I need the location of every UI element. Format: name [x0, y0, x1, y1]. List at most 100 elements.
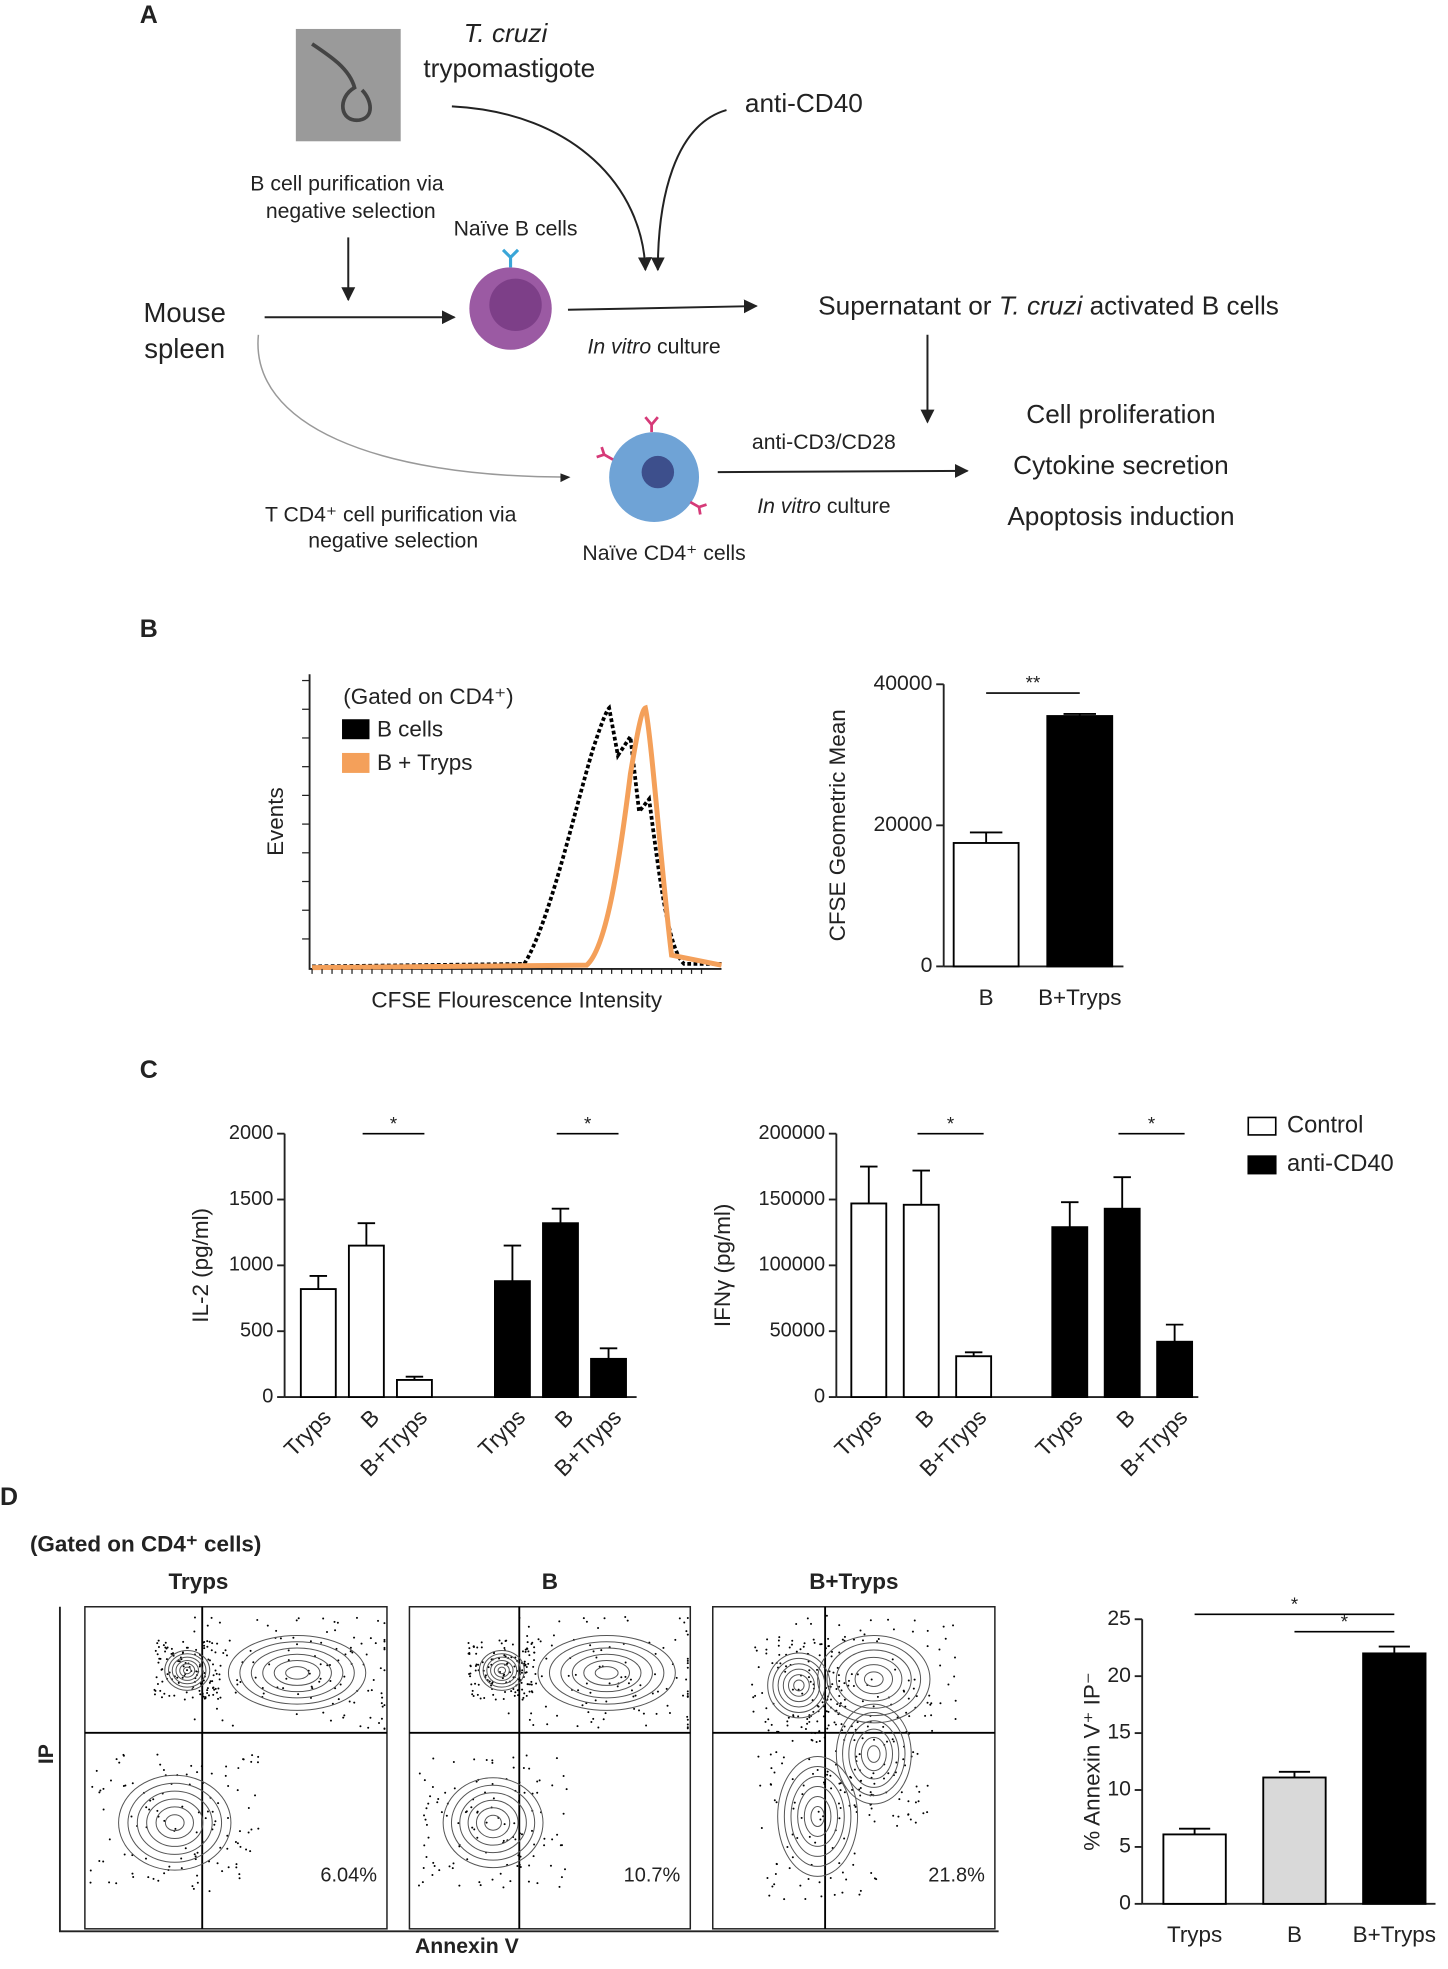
event-dot	[796, 1836, 799, 1839]
event-dot	[214, 1669, 217, 1672]
event-dot	[685, 1630, 688, 1633]
y-tick-label: 20000	[873, 813, 932, 836]
event-dot	[158, 1657, 161, 1660]
event-dot	[517, 1854, 520, 1857]
event-dot	[662, 1646, 665, 1649]
label-part: Supernatant or	[818, 290, 999, 320]
event-dot	[533, 1659, 536, 1662]
event-dot	[777, 1730, 780, 1733]
event-dot	[193, 1853, 196, 1856]
y-tick-label: 1000	[229, 1254, 273, 1276]
event-dot	[207, 1658, 210, 1661]
panel-label: C	[140, 1056, 158, 1084]
event-dot	[546, 1723, 549, 1726]
contour	[860, 1736, 887, 1772]
histogram-curve	[312, 704, 722, 971]
event-dot	[476, 1811, 479, 1814]
contour	[478, 1649, 525, 1691]
event-dot	[471, 1693, 474, 1696]
label: Naïve CD4⁺ cells	[582, 542, 745, 565]
event-dot	[505, 1663, 508, 1666]
event-dot	[212, 1674, 215, 1677]
event-dot	[549, 1864, 552, 1867]
event-dot	[185, 1773, 188, 1776]
label: Cytokine secretion	[1013, 450, 1229, 480]
event-dot	[781, 1762, 784, 1765]
event-dot	[521, 1669, 524, 1672]
legend-swatch	[1247, 1116, 1277, 1136]
event-dot	[353, 1636, 356, 1639]
event-dot	[582, 1617, 585, 1620]
event-dot	[370, 1689, 373, 1692]
event-dot	[605, 1700, 608, 1703]
event-dot	[887, 1618, 890, 1621]
arrow	[717, 463, 969, 478]
event-dot	[467, 1641, 470, 1644]
event-dot	[494, 1698, 497, 1701]
event-dot	[528, 1690, 531, 1693]
event-dot	[812, 1638, 815, 1641]
event-dot	[211, 1642, 214, 1645]
event-dot	[162, 1769, 165, 1772]
event-dot	[518, 1832, 521, 1835]
event-dot	[538, 1779, 541, 1782]
event-dot	[786, 1724, 789, 1727]
event-dot	[170, 1647, 173, 1650]
event-dot	[624, 1661, 627, 1664]
event-dot	[841, 1638, 844, 1641]
event-dot	[254, 1794, 257, 1797]
event-dot	[562, 1812, 565, 1815]
event-dot	[438, 1869, 441, 1872]
event-dot	[770, 1783, 773, 1786]
event-dot	[808, 1669, 811, 1672]
event-dot	[468, 1673, 471, 1676]
event-dot	[492, 1693, 495, 1696]
event-dot	[947, 1683, 950, 1686]
event-dot	[859, 1794, 862, 1797]
bar	[902, 1203, 940, 1398]
event-dot	[913, 1619, 916, 1622]
event-dot	[891, 1658, 894, 1661]
event-dot	[238, 1830, 241, 1833]
event-dot	[242, 1758, 245, 1761]
x-tick-label: B	[1112, 1405, 1140, 1433]
x-tick-label: B	[356, 1405, 384, 1433]
bar	[1162, 1833, 1227, 1905]
event-dot	[929, 1703, 932, 1706]
event-dot	[518, 1781, 521, 1784]
event-dot	[922, 1812, 925, 1815]
event-dot	[374, 1642, 377, 1645]
event-dot	[686, 1659, 689, 1662]
event-dot	[788, 1646, 791, 1649]
event-dot	[216, 1862, 219, 1865]
event-dot	[319, 1663, 322, 1666]
event-dot	[528, 1654, 531, 1657]
event-dot	[823, 1783, 826, 1786]
event-dot	[184, 1847, 187, 1850]
event-dot	[471, 1689, 474, 1692]
event-dot	[530, 1683, 533, 1686]
event-dot	[751, 1683, 754, 1686]
event-dot	[930, 1702, 933, 1705]
event-dot	[524, 1648, 527, 1651]
event-dot	[829, 1774, 832, 1777]
contour	[571, 1653, 642, 1693]
event-dot	[839, 1702, 842, 1705]
event-dot	[469, 1665, 472, 1668]
y-tick-label: 0	[262, 1385, 273, 1407]
event-dot	[383, 1638, 386, 1641]
event-dot	[502, 1674, 505, 1677]
x-tick-label: Tryps	[473, 1405, 530, 1462]
event-dot	[465, 1810, 468, 1813]
gate-label: (Gated on CD4⁺ cells)	[30, 1532, 261, 1557]
contour	[767, 1652, 831, 1719]
event-dot	[380, 1702, 383, 1705]
event-dot	[262, 1692, 265, 1695]
event-dot	[147, 1876, 150, 1879]
quadrant-percentage: 6.04%	[320, 1865, 377, 1887]
event-dot	[686, 1718, 689, 1721]
event-dot	[445, 1814, 448, 1817]
event-dot	[250, 1828, 253, 1831]
event-dot	[533, 1646, 536, 1649]
